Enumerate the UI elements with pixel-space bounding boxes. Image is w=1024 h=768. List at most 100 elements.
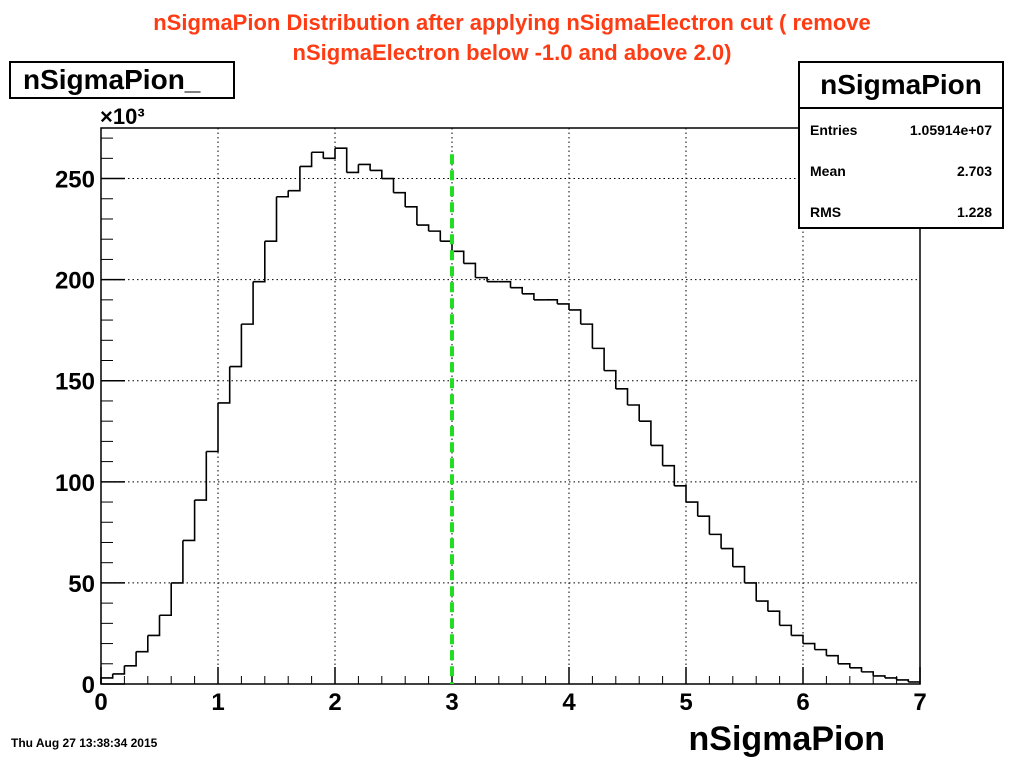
stats-value: 1.228 (956, 203, 992, 220)
x-tick-label: 5 (679, 689, 692, 716)
histogram-bin (475, 276, 488, 282)
timestamp: Thu Aug 27 13:38:34 2015 (11, 736, 158, 750)
stats-row-mean: Mean 2.703 (800, 150, 1002, 191)
histogram-bin (381, 177, 395, 193)
stats-label: RMS (810, 203, 842, 220)
histogram-bin (346, 164, 360, 174)
histogram-bin (428, 230, 442, 242)
histogram-bin (838, 662, 851, 668)
stats-label: Mean (810, 162, 846, 179)
chart-title: nSigmaPion Distribution after applying n… (0, 8, 1024, 68)
histogram-bin (767, 610, 781, 626)
stats-box: nSigmaPion Entries 1.05914e+07 Mean 2.70… (798, 61, 1004, 229)
stats-row-rms: RMS 1.228 (800, 191, 1002, 232)
histogram-bin (650, 444, 664, 466)
histogram-bin (861, 671, 874, 676)
histogram-bin (463, 262, 477, 278)
histogram-series (100, 147, 920, 684)
histogram-bin (697, 515, 711, 535)
y-tick-label: 200 (55, 268, 95, 295)
histogram-bin (627, 404, 640, 422)
histogram-bin (849, 667, 863, 672)
histogram-bin (580, 323, 594, 349)
histogram-name-box: nSigmaPion_ (9, 61, 235, 99)
x-tick-label: 3 (445, 689, 458, 716)
histogram-bin (452, 250, 465, 264)
x-axis-ticks: 0 1 2 3 4 5 6 7 (94, 667, 927, 716)
histogram-bin (218, 366, 231, 404)
histogram-bin (674, 485, 687, 503)
histogram-bin (721, 547, 734, 567)
plot-frame (100, 127, 921, 685)
histogram-bin (744, 582, 757, 602)
histogram-bin (299, 152, 313, 168)
stats-title: nSigmaPion (800, 63, 1002, 109)
histogram-bin (264, 196, 278, 243)
histogram-bin (803, 642, 816, 650)
histogram-bin (569, 309, 582, 325)
histogram-bin (826, 654, 839, 664)
y-tick-label: 150 (55, 369, 95, 396)
histogram-bin (253, 241, 266, 283)
x-tick-label: 4 (562, 689, 576, 716)
chart-title-line1: nSigmaPion Distribution after applying n… (153, 10, 871, 35)
histogram-bin (100, 673, 114, 684)
histogram-bin (358, 163, 371, 171)
stats-value: 2.703 (956, 162, 992, 179)
stats-label: Entries (810, 121, 858, 138)
histogram-bin (545, 299, 559, 304)
histogram-bin (557, 303, 570, 310)
histogram-bin (182, 500, 196, 542)
histogram-bin (873, 675, 886, 678)
histogram-bin (206, 402, 219, 453)
histogram-bin (791, 634, 804, 644)
histogram-bin (592, 347, 605, 371)
histogram-bin (639, 420, 652, 446)
histogram-bin (732, 565, 746, 583)
histogram-bin (709, 533, 722, 549)
histogram-bin (335, 147, 348, 173)
histogram-bin (276, 190, 289, 198)
histogram-bin (124, 651, 137, 667)
histogram-bin (136, 635, 149, 653)
y-tick-label: 50 (68, 571, 95, 598)
histogram-bin (229, 324, 243, 368)
y-tick-label: 100 (55, 470, 95, 497)
x-tick-label: 1 (211, 689, 224, 716)
histogram-bin (147, 615, 161, 637)
histogram-bin (288, 166, 301, 192)
histogram-bin (896, 679, 910, 682)
histogram-bin (604, 369, 617, 389)
histogram-bin (615, 388, 629, 405)
y-axis-ticks: 0 50 100 150 200 250 (55, 137, 125, 699)
chart-title-line2: nSigmaElectron below -1.0 and above 2.0) (292, 40, 732, 65)
histogram-bin (522, 292, 535, 300)
histogram-bin (686, 501, 699, 517)
y-exponent-label: ×10³ (100, 104, 145, 129)
histogram-bin (323, 148, 336, 160)
histogram-bin (814, 648, 828, 656)
histogram-bin (241, 281, 254, 325)
x-tick-label: 7 (913, 689, 926, 716)
histogram-bin (884, 677, 898, 680)
x-tick-label: 2 (328, 689, 341, 716)
histogram-bin (416, 224, 430, 232)
histogram-bin (370, 169, 383, 179)
histogram-bin (779, 624, 793, 636)
histogram-bin (112, 665, 126, 675)
histogram-bin (662, 464, 676, 486)
histogram-bin (159, 582, 172, 617)
x-tick-label: 6 (796, 689, 809, 716)
histogram-bin (756, 600, 769, 612)
y-tick-label: 250 (55, 167, 95, 194)
histogram-bin (405, 206, 418, 226)
histogram-bin (510, 286, 523, 294)
grid-lines (101, 128, 920, 684)
stats-value: 1.05914e+07 (909, 121, 992, 138)
y-tick-label: 0 (82, 672, 95, 699)
histogram-bin (171, 540, 184, 584)
stats-row-entries: Entries 1.05914e+07 (800, 109, 1002, 150)
histogram-bin (311, 151, 325, 159)
histogram-bin (498, 280, 512, 288)
